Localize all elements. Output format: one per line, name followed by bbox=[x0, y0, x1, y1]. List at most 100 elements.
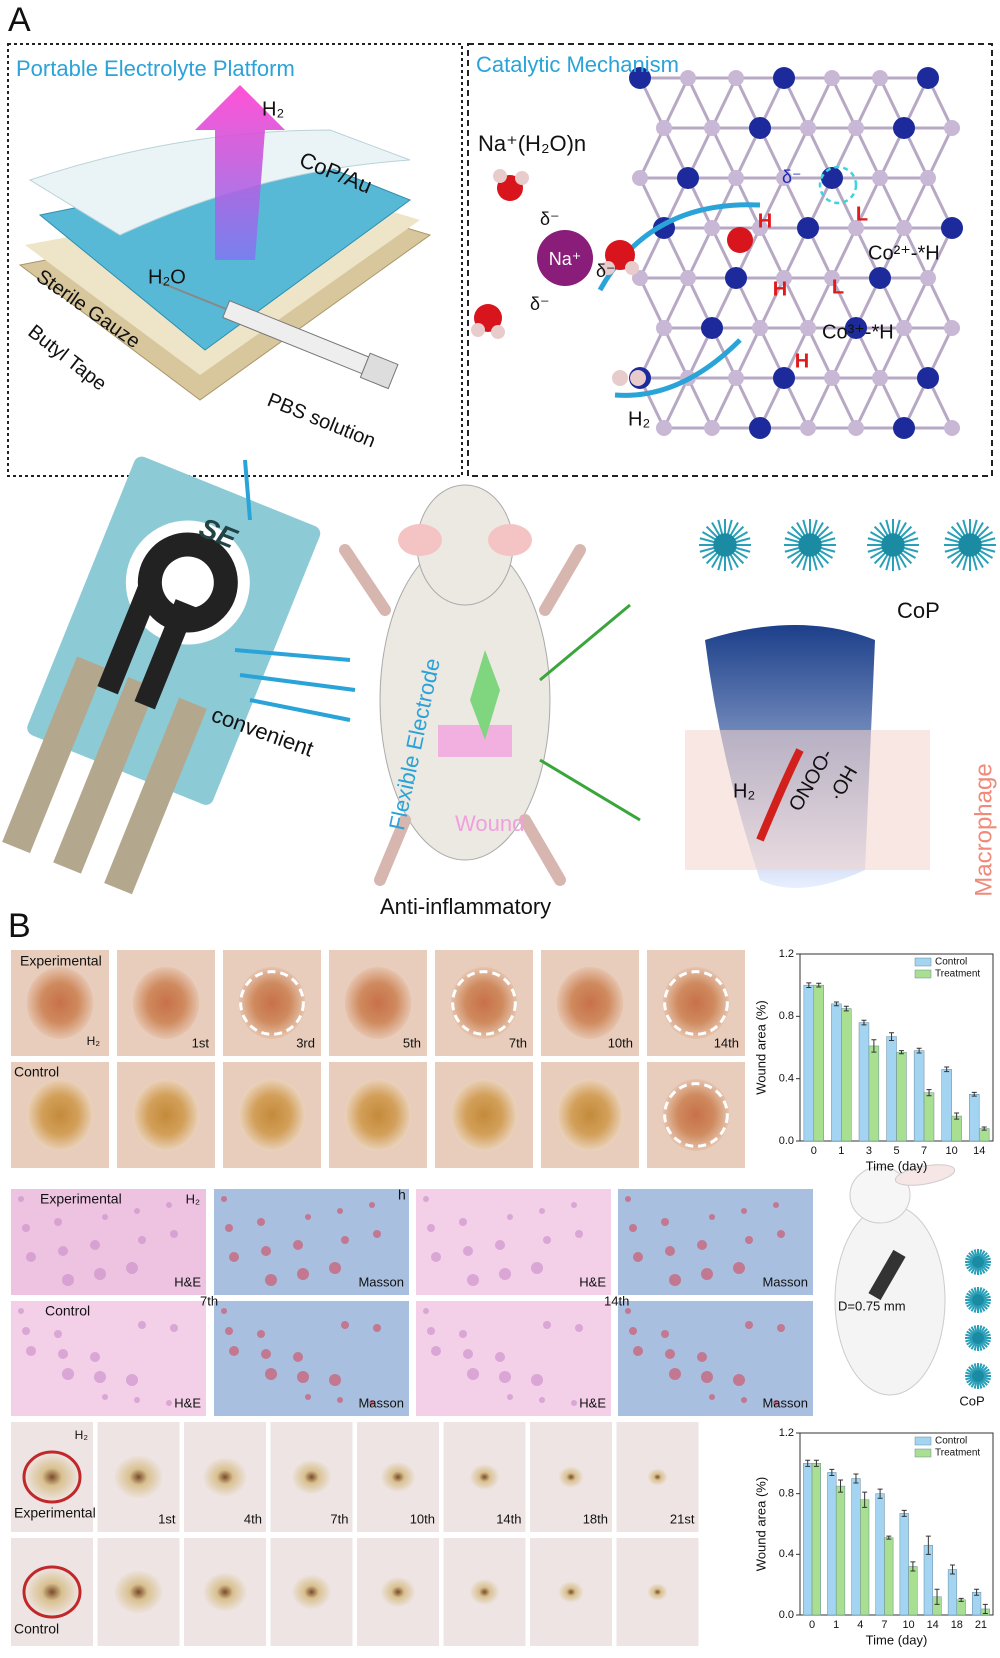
tissue-spot bbox=[341, 1321, 349, 1329]
label: PBS solution bbox=[264, 389, 378, 452]
atom bbox=[632, 270, 648, 286]
bar bbox=[841, 1008, 852, 1142]
error-bar bbox=[833, 1001, 839, 1007]
atom bbox=[800, 120, 816, 136]
tissue-spot bbox=[575, 1230, 583, 1238]
tissue-spot bbox=[431, 1252, 441, 1262]
atom bbox=[872, 70, 888, 86]
tissue-spot bbox=[633, 1252, 643, 1262]
tissue-spot bbox=[134, 1208, 140, 1214]
wound bbox=[556, 1078, 624, 1152]
tissue-spot bbox=[62, 1274, 74, 1286]
atom bbox=[824, 370, 840, 386]
histology bbox=[11, 1301, 206, 1416]
bond bbox=[662, 377, 690, 429]
bar bbox=[803, 984, 815, 1142]
label: 1st bbox=[158, 1511, 176, 1526]
label: Co³⁺-*H bbox=[822, 321, 894, 343]
x-tick-label: 10 bbox=[902, 1619, 914, 1631]
tissue-spot bbox=[265, 1274, 277, 1286]
tissue-spot bbox=[26, 1346, 36, 1356]
label: h bbox=[398, 1187, 406, 1203]
histology bbox=[618, 1301, 813, 1416]
tissue-spot bbox=[531, 1262, 543, 1274]
label: H&E bbox=[174, 1395, 201, 1410]
tissue-spot bbox=[669, 1368, 681, 1380]
bar bbox=[951, 1115, 962, 1142]
tissue-spot bbox=[709, 1214, 715, 1220]
tissue-spot bbox=[229, 1252, 239, 1262]
bond bbox=[686, 77, 714, 129]
atom bbox=[896, 220, 912, 236]
atom bbox=[920, 170, 936, 186]
frame bbox=[467, 43, 993, 477]
label: Control bbox=[14, 1621, 59, 1637]
wound bbox=[238, 1078, 306, 1152]
tissue-spot bbox=[265, 1368, 277, 1380]
bond bbox=[782, 127, 810, 179]
tissue-spot bbox=[58, 1246, 68, 1256]
sodium-ion bbox=[537, 230, 593, 286]
atom bbox=[776, 170, 792, 186]
error-bar bbox=[926, 1089, 932, 1097]
bond bbox=[902, 177, 930, 229]
bond bbox=[854, 127, 882, 179]
core bbox=[972, 1294, 984, 1306]
atom bbox=[845, 317, 867, 339]
rat bbox=[339, 484, 586, 886]
error-bar bbox=[829, 1468, 835, 1476]
atom bbox=[704, 120, 720, 136]
bar bbox=[884, 1537, 894, 1616]
tissue bbox=[685, 730, 930, 870]
error-bar bbox=[805, 1459, 811, 1467]
legend-label: Treatment bbox=[935, 969, 980, 980]
frame bbox=[7, 43, 463, 477]
electrode bbox=[2, 456, 321, 895]
x-tick-label: 0 bbox=[811, 1145, 817, 1157]
atom bbox=[728, 370, 744, 386]
label: Na⁺(H₂O)n bbox=[478, 131, 586, 156]
label: CoP bbox=[897, 598, 940, 623]
tissue-spot bbox=[467, 1274, 479, 1286]
cop-particles bbox=[965, 1249, 991, 1389]
wound bbox=[202, 1456, 248, 1498]
tissue-spot bbox=[369, 1202, 375, 1208]
error-bar bbox=[934, 1588, 940, 1605]
bar bbox=[908, 1566, 918, 1616]
plot-frame bbox=[799, 1432, 994, 1616]
error-bar bbox=[816, 982, 822, 988]
label: Macrophage bbox=[970, 763, 997, 896]
tissue-spot bbox=[467, 1368, 479, 1380]
label: δ⁻ bbox=[540, 209, 560, 229]
arrow bbox=[539, 603, 641, 822]
tissue-spot bbox=[166, 1202, 172, 1208]
tissue-spot bbox=[261, 1349, 271, 1359]
atom bbox=[704, 420, 720, 436]
bar bbox=[811, 1463, 821, 1616]
bond bbox=[686, 377, 714, 429]
tissue-spot bbox=[22, 1327, 30, 1335]
error-bar bbox=[981, 1126, 987, 1131]
label: Na⁺ bbox=[549, 249, 582, 269]
atom bbox=[848, 220, 864, 236]
bar bbox=[923, 1544, 933, 1616]
label: H bbox=[758, 210, 772, 232]
y-tick-label: 0.8 bbox=[779, 1010, 794, 1022]
error-bar bbox=[898, 1050, 904, 1055]
atom bbox=[656, 120, 672, 136]
error-bar bbox=[861, 1019, 867, 1026]
wound bbox=[558, 1580, 584, 1604]
tissue-spot bbox=[54, 1330, 62, 1338]
bar bbox=[803, 1463, 813, 1616]
error-bar bbox=[877, 1488, 883, 1499]
bond bbox=[710, 127, 738, 179]
section-title: Portable Electrolyte Platform bbox=[16, 56, 295, 81]
label: 14th bbox=[496, 1511, 521, 1526]
tissue-spot bbox=[297, 1371, 309, 1383]
atom bbox=[701, 317, 723, 339]
error-bar bbox=[949, 1564, 955, 1575]
label: Wound bbox=[455, 811, 524, 836]
wound bbox=[450, 966, 518, 1040]
label: Masson bbox=[762, 1274, 808, 1289]
